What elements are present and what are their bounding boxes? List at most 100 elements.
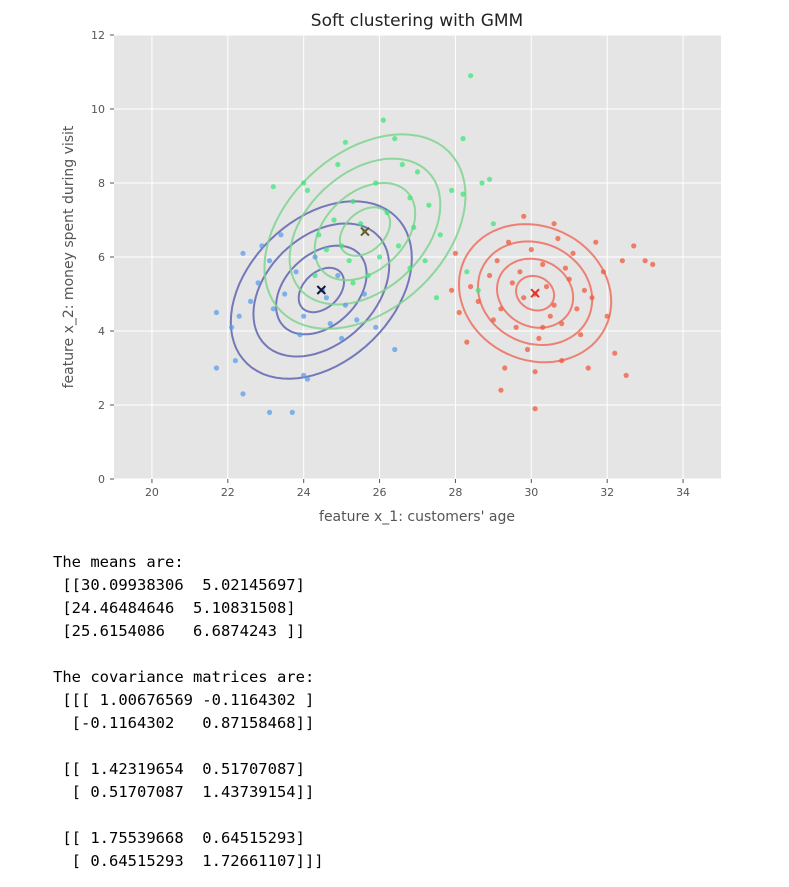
scatter-point [642, 258, 648, 264]
scatter-point [392, 346, 398, 353]
scatter-point [551, 221, 557, 227]
scatter-point [593, 239, 599, 245]
scatter-point [297, 332, 303, 338]
scatter-point [392, 136, 398, 142]
scatter-point [486, 176, 493, 182]
scatter-point [585, 365, 591, 371]
scatter-point [581, 287, 588, 293]
scatter-point [229, 324, 235, 330]
scatter-point [513, 324, 519, 330]
scatter-point [266, 258, 273, 264]
cluster-mean-marker [530, 288, 540, 298]
scatter-point [475, 287, 481, 293]
scatter-point [521, 295, 527, 301]
scatter-point [407, 195, 413, 201]
scatter-point [422, 258, 428, 264]
y-tick-label: 12 [91, 29, 105, 42]
scatter-point [365, 272, 371, 279]
scatter-point [236, 313, 242, 319]
cluster-mean-marker [360, 226, 370, 237]
scatter-point [414, 169, 421, 175]
scatter-point [490, 317, 496, 323]
output-line [53, 735, 324, 758]
scatter-point [354, 317, 360, 323]
y-tick-label: 0 [98, 473, 105, 486]
scatter-point [293, 269, 299, 275]
cluster-mean-marker [316, 285, 327, 295]
scatter-point [361, 291, 367, 297]
mean-marker-stroke [316, 285, 327, 295]
scatter-point [631, 243, 637, 249]
scatter-point [562, 265, 569, 271]
scatter-point [612, 350, 618, 356]
scatter-point [490, 221, 496, 227]
gmm-contour-ellipse [263, 133, 467, 330]
scatter-point [323, 247, 330, 253]
gmm-contour-ellipse [495, 257, 575, 329]
output-line: [25.6154086 6.6874243 ]] [53, 622, 305, 640]
scatter-point [502, 365, 508, 371]
scatter-point [411, 224, 417, 230]
scatter-point [555, 235, 561, 242]
scatter-point [399, 161, 405, 168]
output-line [53, 643, 324, 666]
output-line: [24.46484646 5.10831508] [53, 599, 296, 617]
scatter-point [464, 269, 470, 275]
y-tick-label: 6 [98, 251, 105, 264]
scatter-point [357, 221, 364, 227]
scatter-point [278, 232, 284, 238]
output-line: The covariance matrices are: [53, 668, 315, 686]
scatter-point [570, 250, 576, 256]
scatter-point [449, 187, 455, 193]
scatter-point [578, 332, 584, 338]
scatter-point [460, 136, 466, 142]
output-line: [[ 1.42319654 0.51707087] [53, 760, 305, 778]
gmm-contour-ellipse [229, 200, 413, 380]
gmm-contour-ellipse [313, 181, 417, 282]
console-output: The means are: [[30.09938306 5.02145697]… [53, 551, 324, 873]
gmm-ellipses [229, 133, 613, 380]
x-tick-label: 28 [448, 486, 462, 499]
y-axis-label: feature x_2: money spent during visit [61, 125, 77, 388]
mean-marker-stroke [360, 226, 370, 237]
output-line [53, 804, 324, 827]
scatter-point [373, 180, 379, 186]
scatter-point [468, 284, 474, 290]
scatter-point [460, 191, 466, 197]
scatter-point [323, 295, 330, 301]
scatter-point [259, 243, 265, 249]
scatter-point [342, 139, 349, 145]
output-line: [[30.09938306 5.02145697] [53, 576, 305, 594]
scatter-point [301, 372, 307, 378]
grid-lines [114, 34, 721, 480]
scatter-point [255, 280, 261, 286]
scatter-point [301, 180, 307, 186]
scatter-point [247, 298, 254, 304]
output-line: [[[ 1.00676569 -0.1164302 ] [53, 691, 315, 709]
x-tick-label: 34 [676, 486, 690, 499]
output-line: [ 0.51707087 1.43739154]] [53, 783, 315, 801]
scatter-point [456, 309, 462, 316]
scatter-point [301, 313, 307, 319]
scatter-point [312, 272, 318, 279]
scatter-point [540, 261, 546, 267]
scatter-point [650, 261, 656, 267]
mean-marker-stroke [530, 288, 540, 298]
scatter-point [494, 258, 500, 264]
scatter-point [528, 247, 534, 253]
cluster-centers [316, 226, 540, 298]
scatter-point [270, 306, 276, 312]
scatter-point [350, 198, 356, 205]
output-line: The means are: [53, 553, 184, 571]
scatter-point [346, 258, 352, 264]
scatter-point [407, 265, 413, 271]
scatter-point [521, 213, 527, 219]
x-tick-label: 32 [600, 486, 614, 499]
scatter-point [543, 284, 550, 290]
scatter-point [619, 258, 625, 264]
scatter-point [380, 117, 386, 123]
scatter-point [524, 346, 531, 353]
gmm-contour-ellipse [515, 274, 556, 312]
